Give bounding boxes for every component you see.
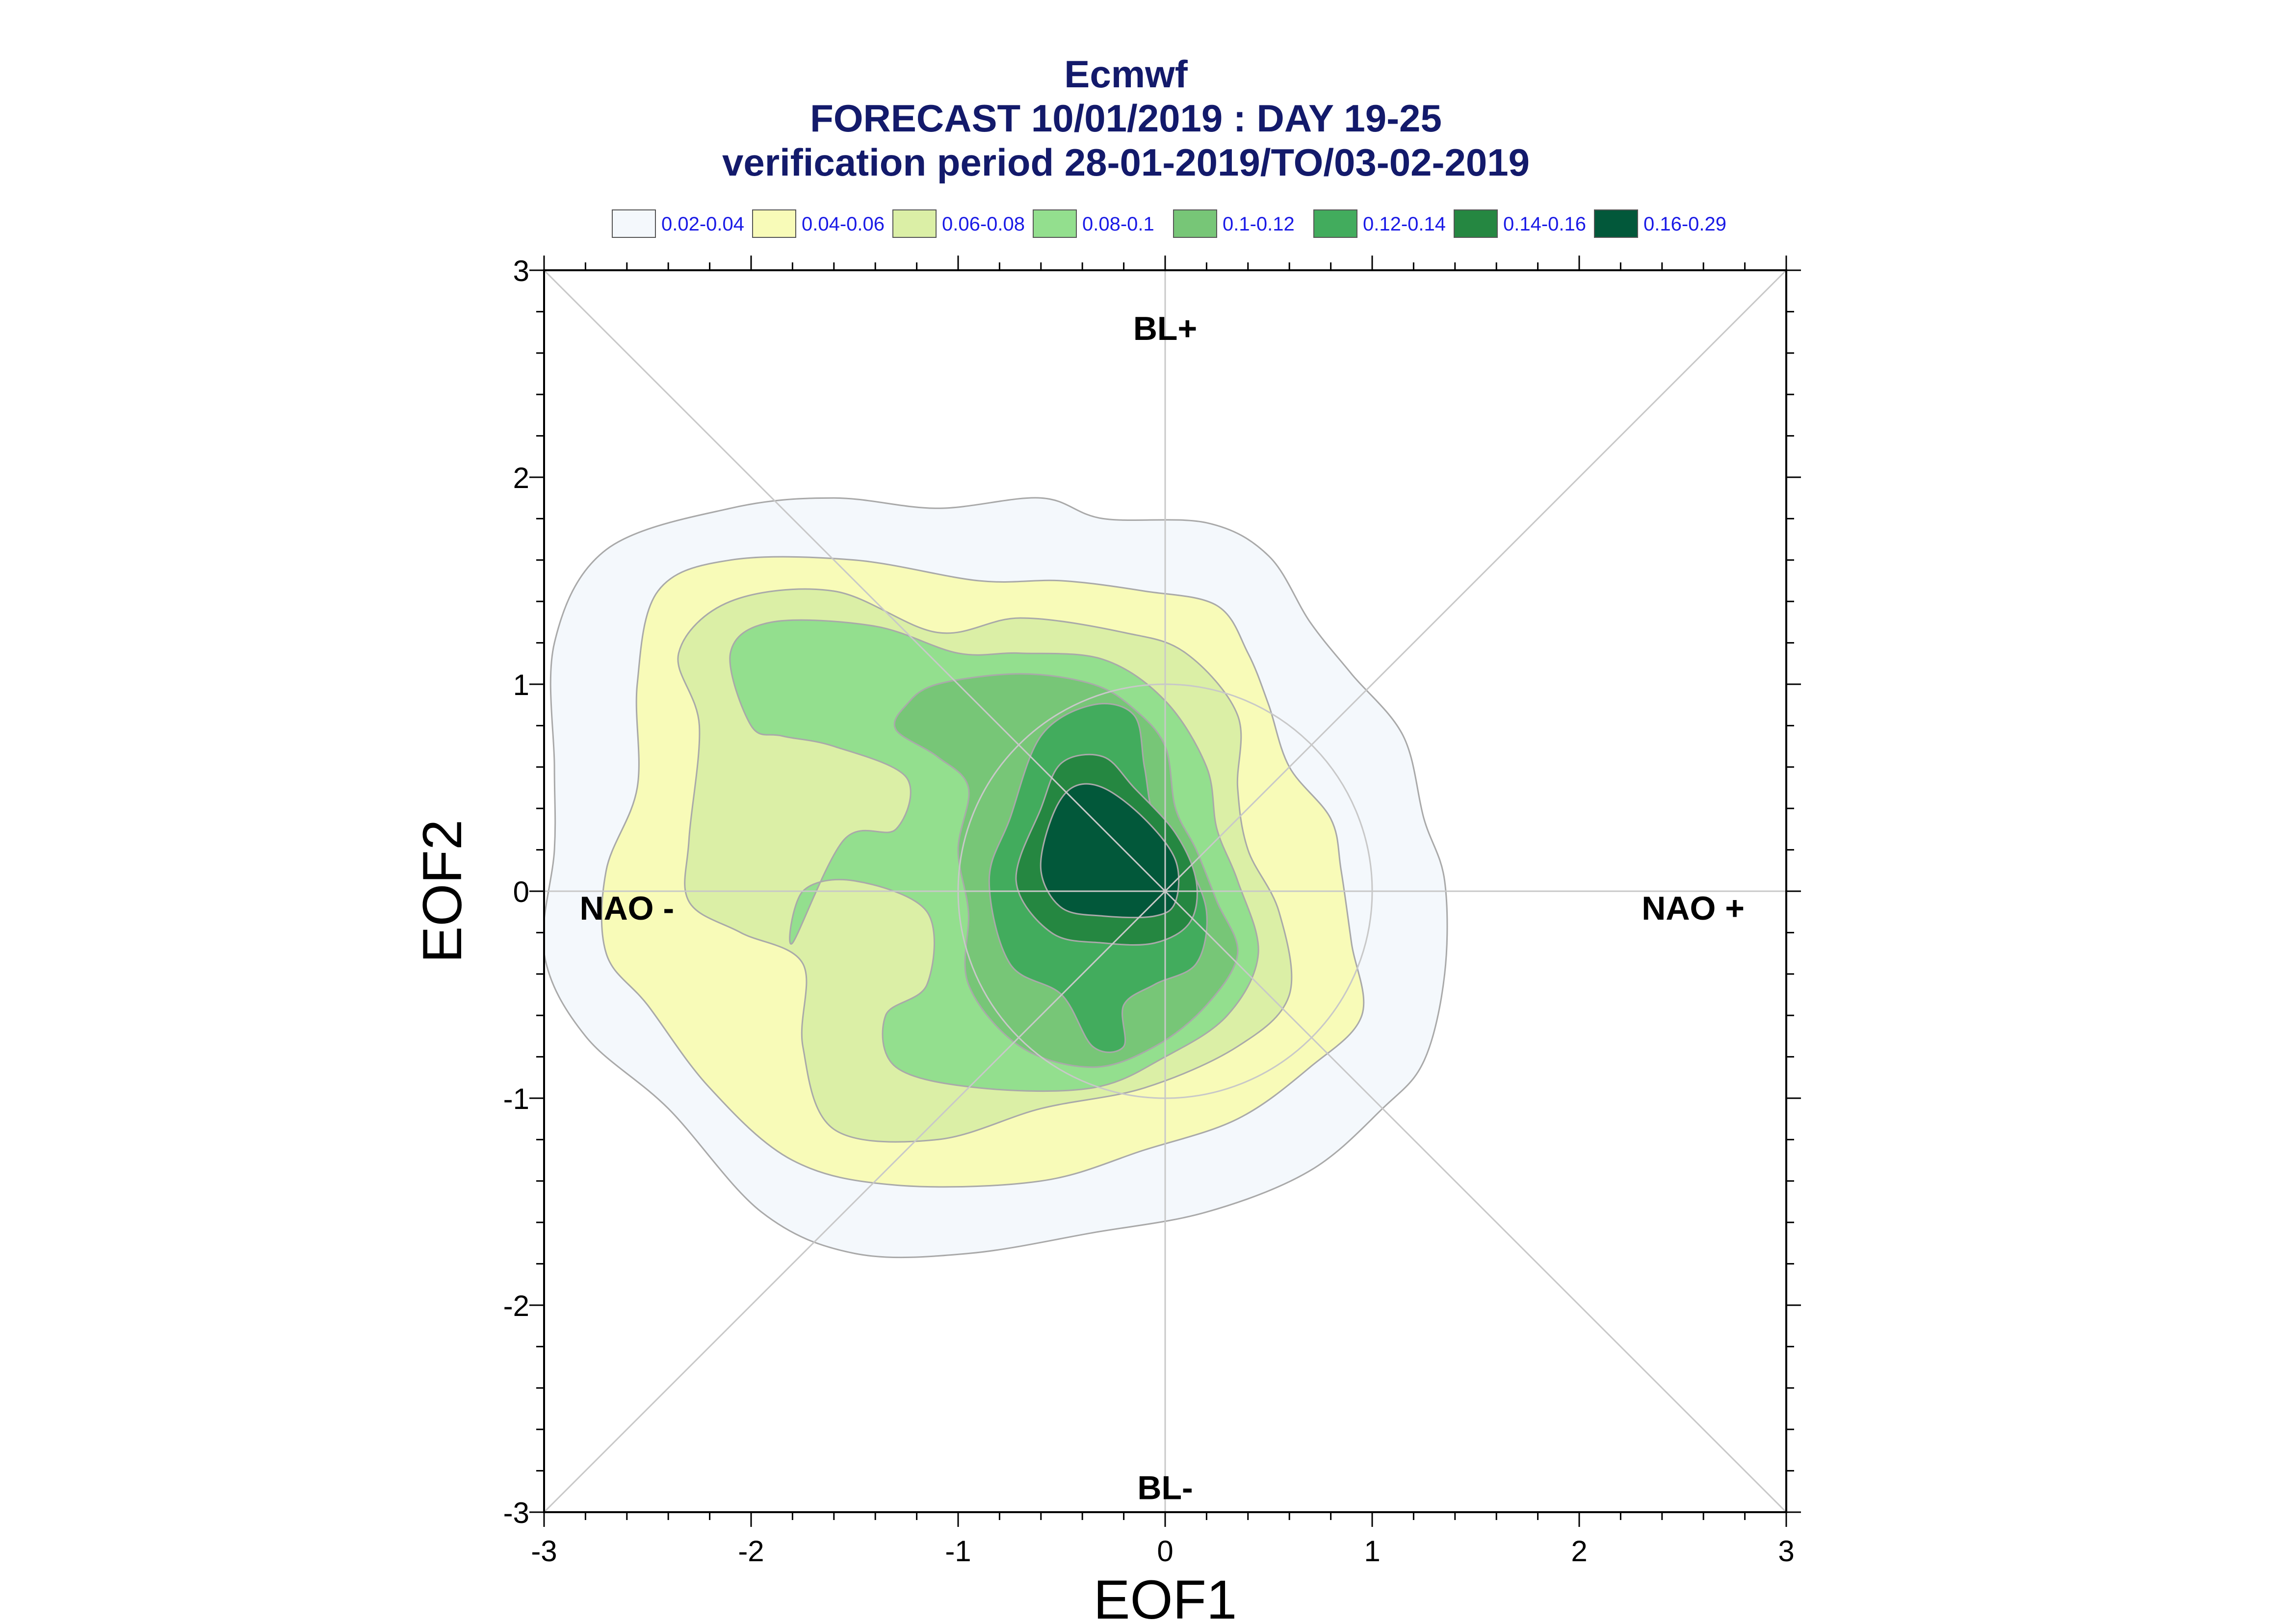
x-tick-label: 0 — [1157, 1535, 1173, 1568]
legend-swatch-3 — [1033, 209, 1077, 238]
legend-label-3: 0.08-0.1 — [1082, 213, 1154, 235]
legend-swatch-4 — [1173, 209, 1217, 238]
legend-swatch-1 — [752, 209, 796, 238]
title-line-1: Ecmwf — [1064, 52, 1188, 96]
x-tick-label: 3 — [1778, 1535, 1794, 1568]
y-tick-label: 0 — [513, 876, 529, 908]
axis-tick-labels: -3 -2 -1 0 1 2 3 -3 -2 -1 0 1 2 3 — [503, 255, 1795, 1568]
unit-circle — [957, 683, 1373, 1099]
y-tick-label: -2 — [503, 1289, 529, 1322]
x-tick-label: -1 — [945, 1535, 971, 1568]
legend: 0.02-0.04 0.04-0.06 0.06-0.08 0.08-0.1 0.1-0… — [612, 209, 1726, 238]
legend-label-6: 0.14-0.16 — [1503, 213, 1586, 235]
region-label-1: BL- — [1137, 1469, 1193, 1506]
y-tick-label: 3 — [513, 255, 529, 287]
legend-label-2: 0.06-0.08 — [942, 213, 1025, 235]
y-tick-label: -1 — [503, 1083, 529, 1115]
y-tick-label: -3 — [503, 1496, 529, 1529]
legend-swatch-0 — [612, 209, 656, 238]
density-contours — [544, 497, 1448, 1259]
legend-label-5: 0.12-0.14 — [1363, 213, 1446, 235]
x-tick-label: 1 — [1364, 1535, 1380, 1568]
plot-area: -3 -2 -1 0 1 2 3 -3 -2 -1 0 1 2 3 BL+ BL- NAO - NAO + — [503, 255, 1801, 1568]
region-labels: BL+ BL- NAO - NAO + — [579, 310, 1744, 1506]
axis-ticks — [529, 256, 1801, 1527]
x-tick-label: 2 — [1571, 1535, 1587, 1568]
y-axis-label: EOF2 — [412, 820, 473, 963]
region-label-3: NAO + — [1642, 890, 1745, 927]
region-label-2: NAO - — [579, 890, 674, 927]
x-axis-label: EOF1 — [1094, 1569, 1237, 1624]
legend-label-0: 0.02-0.04 — [661, 213, 744, 235]
legend-swatch-2 — [892, 209, 937, 238]
chart-title: Ecmwf FORECAST 10/01/2019 : DAY 19-25 ve… — [722, 52, 1530, 184]
title-line-2: FORECAST 10/01/2019 : DAY 19-25 — [810, 97, 1442, 140]
legend-swatch-5 — [1313, 209, 1357, 238]
y-tick-label: 1 — [513, 669, 529, 701]
legend-label-4: 0.1-0.12 — [1223, 213, 1295, 235]
legend-swatch-6 — [1454, 209, 1498, 238]
title-line-3: verification period 28-01-2019/TO/03-02-… — [722, 141, 1530, 184]
x-tick-label: -2 — [738, 1535, 764, 1568]
reference-lines — [543, 269, 1787, 1513]
legend-swatch-7 — [1594, 209, 1638, 238]
y-tick-label: 2 — [513, 462, 529, 494]
legend-label-7: 0.16-0.29 — [1643, 213, 1726, 235]
x-tick-label: -3 — [531, 1535, 557, 1568]
legend-label-1: 0.04-0.06 — [802, 213, 885, 235]
region-label-0: BL+ — [1133, 310, 1197, 347]
